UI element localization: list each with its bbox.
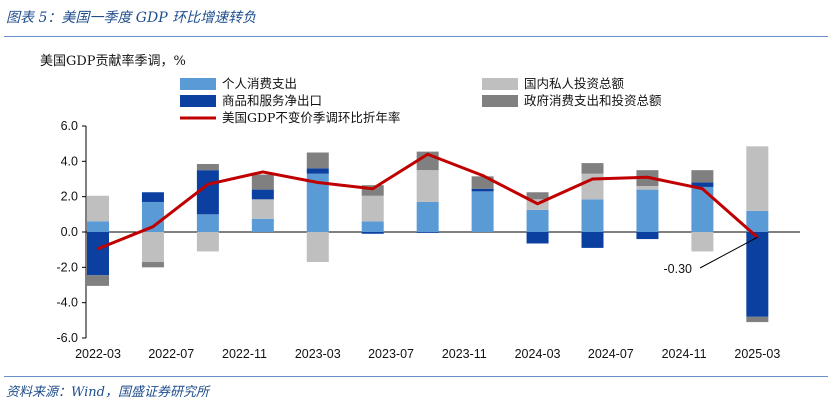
bar-consumption: [251, 218, 274, 232]
bar-net_exports: [471, 188, 494, 192]
bar-consumption: [691, 186, 714, 232]
bar-net_exports: [141, 192, 164, 202]
legend-label-3: 政府消费支出和投资总额: [524, 93, 662, 108]
y-tick-label: 2.0: [61, 190, 78, 204]
bottom-rule: [4, 376, 828, 377]
x-tick-label: 2024-07: [588, 347, 634, 361]
bar-private_investment: [141, 232, 164, 263]
bar-government: [581, 163, 604, 174]
bar-net_exports: [526, 232, 549, 244]
annotation-label: -0.30: [664, 262, 693, 276]
bar-government: [251, 174, 274, 190]
bar-net_exports: [361, 232, 384, 234]
source-note: 资料来源：Wind，国盛证券研究所: [6, 385, 209, 400]
y-tick-label: -6.0: [56, 331, 78, 345]
bar-net_exports: [416, 232, 439, 233]
bar-consumption: [526, 209, 549, 232]
figure-title: 图表 5：美国一季度 GDP 环比增速转负: [6, 10, 257, 26]
bar-government: [691, 170, 714, 183]
y-tick-label: -2.0: [56, 260, 78, 274]
bar-private_investment: [87, 195, 109, 222]
gdp-point: [426, 153, 429, 156]
y-tick-label: 4.0: [61, 154, 78, 168]
bar-consumption: [141, 201, 164, 232]
bar-consumption: [306, 173, 329, 232]
bar-private_investment: [416, 170, 439, 202]
gdp-point: [536, 202, 539, 205]
bar-private_investment: [361, 195, 384, 222]
bar-consumption: [87, 221, 109, 232]
gdp-point: [701, 187, 704, 190]
x-tick-label: 2023-03: [295, 347, 341, 361]
gdp-point: [96, 247, 100, 250]
gdp-point: [591, 177, 594, 181]
bar-private_investment: [746, 146, 769, 211]
x-tick-label: 2024-03: [515, 347, 561, 361]
y-tick-label: 0.0: [61, 225, 78, 239]
legend-swatch-2: [180, 95, 216, 107]
bar-government: [361, 185, 384, 196]
bar-government: [306, 152, 329, 169]
gdp-point: [646, 176, 649, 179]
bar-private_investment: [251, 199, 274, 219]
bar-government: [526, 192, 549, 200]
bar-government: [87, 275, 109, 286]
bar-private_investment: [636, 186, 659, 190]
gdp-point: [371, 187, 374, 190]
bar-government: [746, 316, 769, 323]
x-tick-label: 2023-07: [368, 347, 414, 361]
bar-private_investment: [306, 232, 329, 263]
legend-swatch-3: [482, 95, 518, 107]
bar-consumption: [581, 199, 604, 232]
x-tick-label: 2022-03: [75, 347, 121, 361]
bar-net_exports: [306, 168, 329, 174]
x-tick-label: 2025-03: [734, 347, 780, 361]
bar-consumption: [636, 189, 659, 232]
bar-consumption: [361, 221, 384, 232]
bar-net_exports: [196, 170, 219, 215]
bar-consumption: [471, 191, 494, 232]
x-tick-label: 2022-11: [222, 347, 267, 361]
legend-label-0: 个人消费支出: [222, 76, 297, 91]
bar-net_exports: [636, 232, 659, 240]
x-tick-label: 2023-11: [442, 347, 487, 361]
gdp-point: [151, 225, 155, 228]
bar-net_exports: [87, 232, 109, 276]
gdp-point: [481, 174, 484, 177]
bar-consumption: [416, 201, 439, 232]
gdp-point: [206, 183, 210, 186]
bar-government: [196, 163, 219, 171]
legend-label-2: 商品和服务净出口: [222, 93, 322, 108]
bar-net_exports: [251, 189, 274, 200]
bar-government: [141, 262, 164, 268]
annotation-leader: [699, 236, 758, 269]
gdp-point: [316, 181, 319, 184]
bar-private_investment: [691, 232, 714, 252]
bar-consumption: [746, 210, 769, 232]
legend-swatch-0: [180, 78, 216, 90]
x-tick-label: 2022-07: [148, 347, 194, 361]
x-tick-label: 2024-11: [662, 347, 707, 361]
bar-net_exports: [746, 232, 769, 317]
y-tick-label: -4.0: [56, 296, 78, 310]
bar-consumption: [196, 214, 219, 232]
legend-swatch-1: [482, 78, 518, 90]
legend-label-1: 国内私人投资总额: [524, 76, 625, 91]
top-rule: [4, 36, 828, 37]
gdp-point: [261, 170, 265, 174]
y-tick-label: 6.0: [61, 119, 78, 133]
bar-net_exports: [581, 232, 604, 248]
unit-label: 美国GDP贡献率季调，%: [40, 54, 186, 69]
bar-private_investment: [196, 232, 219, 252]
bar-net_exports: [691, 182, 714, 187]
legend-label-4: 美国GDP不变价季调环比折年率: [222, 110, 400, 125]
